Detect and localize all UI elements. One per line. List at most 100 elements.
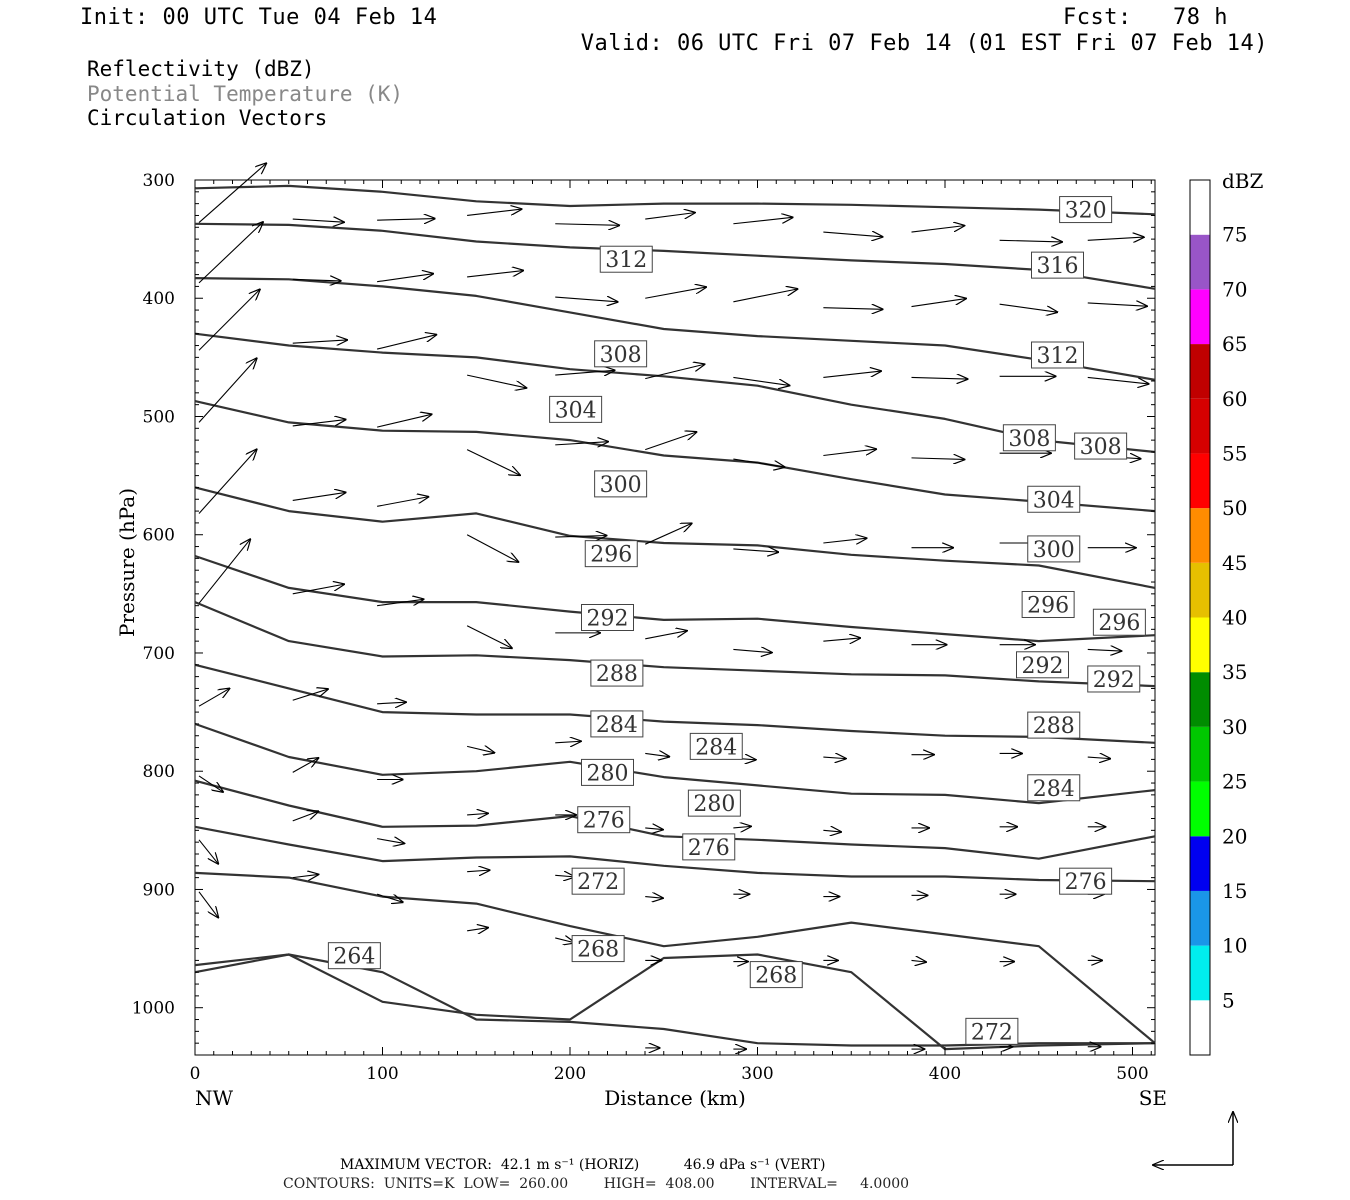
circulation-vector: [733, 458, 784, 467]
circulation-vector: [292, 811, 319, 822]
contour-label: 304: [549, 395, 603, 423]
circulation-vector: [823, 638, 860, 641]
contour-label-text: 308: [1080, 435, 1122, 460]
circulation-vector: [466, 449, 520, 476]
circulation-vector: [377, 599, 423, 607]
contour-label: 284: [689, 732, 743, 760]
colorbar-swatch: [1190, 836, 1210, 891]
colorbar-title: dBZ: [1222, 169, 1264, 193]
circulation-vector: [377, 497, 428, 507]
circulation-vector: [645, 364, 704, 380]
colorbar-level-label: 15: [1222, 879, 1247, 903]
contour-label-box: [599, 245, 653, 273]
circulation-vector: [823, 371, 881, 379]
circulation-vector: [911, 458, 965, 460]
contour-label-box: [1092, 608, 1146, 636]
colorbar-level-label: 35: [1222, 660, 1247, 684]
contour-label-text: 272: [577, 870, 619, 895]
contour-label-text: 292: [1022, 654, 1064, 679]
contour-label: 316: [1031, 251, 1084, 279]
contour-label: 292: [1087, 665, 1141, 693]
contour-label-text: 284: [1033, 777, 1075, 802]
circulation-vector: [555, 370, 614, 375]
circulation-vector: [467, 374, 526, 388]
contour-label-box: [689, 732, 743, 760]
contour-label-box: [590, 710, 644, 738]
contour-label-text: 296: [1098, 611, 1140, 636]
contour-label-box: [965, 1017, 1019, 1045]
circulation-vector: [999, 303, 1058, 312]
contour-label-box: [1002, 424, 1056, 452]
contour-label-box: [749, 961, 803, 989]
circulation-vector: [823, 538, 866, 543]
contour-label: 284: [1027, 774, 1081, 802]
contour-label: 292: [1016, 651, 1069, 679]
theta-contour-296: [194, 554, 1156, 643]
circulation-vector: [292, 874, 319, 877]
contour-label-text: 316: [1037, 254, 1079, 279]
colorbar-border: [1189, 179, 1211, 1056]
circulation-vector: [733, 289, 797, 303]
contour-label-text: 272: [971, 1020, 1013, 1045]
circulation-vector: [377, 219, 435, 221]
x-endpoint-right: SE: [1139, 1086, 1167, 1110]
contour-label-box: [590, 659, 644, 687]
contour-label: 312: [1031, 341, 1084, 369]
circulation-vector: [467, 870, 489, 872]
contour-label-box: [1031, 251, 1084, 279]
circulation-vector: [823, 830, 841, 832]
plot-frame: [194, 179, 1156, 1056]
contour-label-box: [549, 395, 603, 423]
contour-labels: 320 316 312 312 308 308 308 304 304 300 300 296 296 2…: [327, 196, 1146, 1045]
contour-label: 300: [594, 470, 648, 498]
colorbar-swatch: [1190, 453, 1210, 509]
colorbar-level-label: 55: [1222, 441, 1247, 465]
colorbar-swatch: [1190, 508, 1210, 563]
contour-label-text: 296: [1027, 593, 1069, 618]
circulation-vector: [377, 839, 404, 844]
contour-label-text: 304: [1033, 488, 1075, 513]
circulation-vectors: [198, 163, 1149, 1049]
init-time-label: Init: 00 UTC Tue 04 Feb 14: [80, 5, 438, 30]
contour-label-box: [1087, 665, 1141, 693]
circulation-vector: [645, 631, 687, 640]
circulation-vector: [198, 775, 223, 792]
circulation-vector: [292, 219, 344, 222]
circulation-vector: [466, 746, 494, 752]
contour-label: 280: [581, 758, 634, 786]
contour-label: 276: [1059, 867, 1113, 895]
contour-label-box: [1027, 711, 1081, 739]
circulation-vector: [555, 442, 608, 445]
theta-contour-316: [194, 222, 1156, 290]
circulation-vector: [1087, 303, 1147, 306]
x-tick-label: 0: [190, 1064, 201, 1084]
theta-contour-304: [194, 400, 1156, 513]
contour-label-text: 284: [596, 713, 638, 738]
circulation-vector: [555, 535, 606, 537]
circulation-vector: [1087, 649, 1122, 651]
y-tick-label: 400: [143, 289, 175, 309]
contour-label-text: 292: [1093, 668, 1135, 693]
circulation-vector: [645, 432, 696, 451]
contour-label-text: 280: [693, 792, 735, 817]
circulation-vector: [823, 308, 882, 310]
circulation-vector: [292, 584, 344, 595]
contour-label-box: [327, 942, 381, 970]
contour-label-box: [581, 604, 634, 631]
contour-label: 320: [1059, 196, 1113, 224]
circulation-vector: [198, 891, 218, 918]
contour-label-text: 300: [600, 473, 642, 498]
contour-label-text: 264: [333, 945, 375, 970]
contour-label-box: [577, 806, 631, 834]
contour-label: 300: [1027, 535, 1081, 563]
circulation-vector: [1087, 757, 1110, 759]
y-tick-label: 1000: [132, 999, 175, 1019]
plot-border: [194, 179, 1156, 1056]
contours-info-label: CONTOURS: UNITS=K LOW= 260.00 HIGH= 408.…: [283, 1176, 910, 1192]
circulation-vector: [376, 893, 403, 902]
colorbar-level-label: 50: [1222, 496, 1247, 520]
contour-label: 268: [749, 961, 803, 989]
contour-label-text: 308: [600, 343, 642, 368]
colorbar-level-label: 10: [1222, 934, 1247, 958]
circulation-vector: [645, 287, 706, 299]
